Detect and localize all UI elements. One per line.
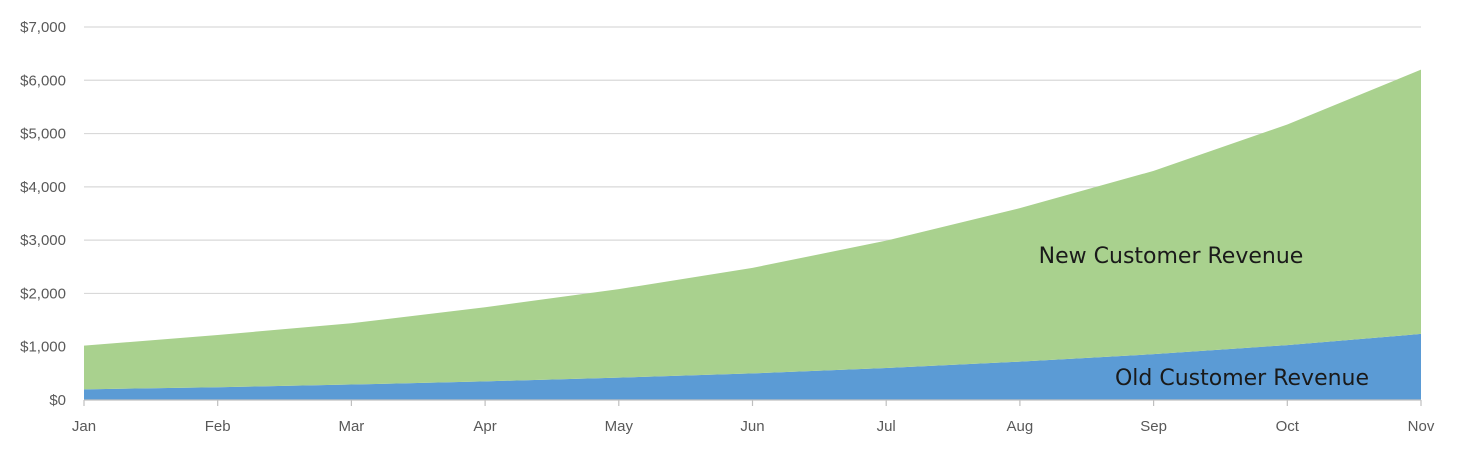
series-labels: New Customer Revenue Old Customer Revenu… [1039, 244, 1369, 391]
y-tick-label: $1,000 [20, 339, 66, 356]
x-tick-label: Mar [338, 418, 364, 435]
axes [83, 399, 1422, 406]
x-tick-label: Aug [1007, 418, 1034, 435]
x-tick-label: Nov [1408, 418, 1435, 435]
x-tick-label: Apr [473, 418, 496, 435]
series-label-new-customer-revenue: New Customer Revenue [1039, 244, 1304, 269]
gridlines [84, 26, 1421, 348]
y-tick-label: $4,000 [20, 179, 66, 196]
series-label-old-customer-revenue: Old Customer Revenue [1115, 366, 1369, 391]
y-tick-label: $0 [49, 392, 66, 409]
x-tick-label: May [605, 418, 634, 435]
y-tick-label: $7,000 [20, 19, 66, 36]
area-old-customer-revenue [84, 333, 1421, 400]
x-tick-label: Feb [205, 418, 231, 435]
areas [84, 69, 1421, 400]
x-tick-label: Oct [1276, 418, 1300, 435]
x-tick-label: Jan [72, 418, 96, 435]
y-tick-label: $6,000 [20, 72, 66, 89]
x-tick-label: Jul [877, 418, 896, 435]
y-tick-label: $2,000 [20, 285, 66, 302]
y-tick-label: $5,000 [20, 126, 66, 143]
x-tick-label: Sep [1140, 418, 1167, 435]
area-new-customer-revenue [84, 69, 1421, 390]
x-tick-label: Jun [740, 418, 764, 435]
y-tick-labels: $0 $1,000 $2,000 $3,000 $4,000 $5,000 $6,000 $7… [20, 19, 66, 409]
y-tick-label: $3,000 [20, 232, 66, 249]
x-tick-labels: Jan Feb Mar Apr May Jun Jul Aug Sep Oct Nov [72, 418, 1435, 435]
